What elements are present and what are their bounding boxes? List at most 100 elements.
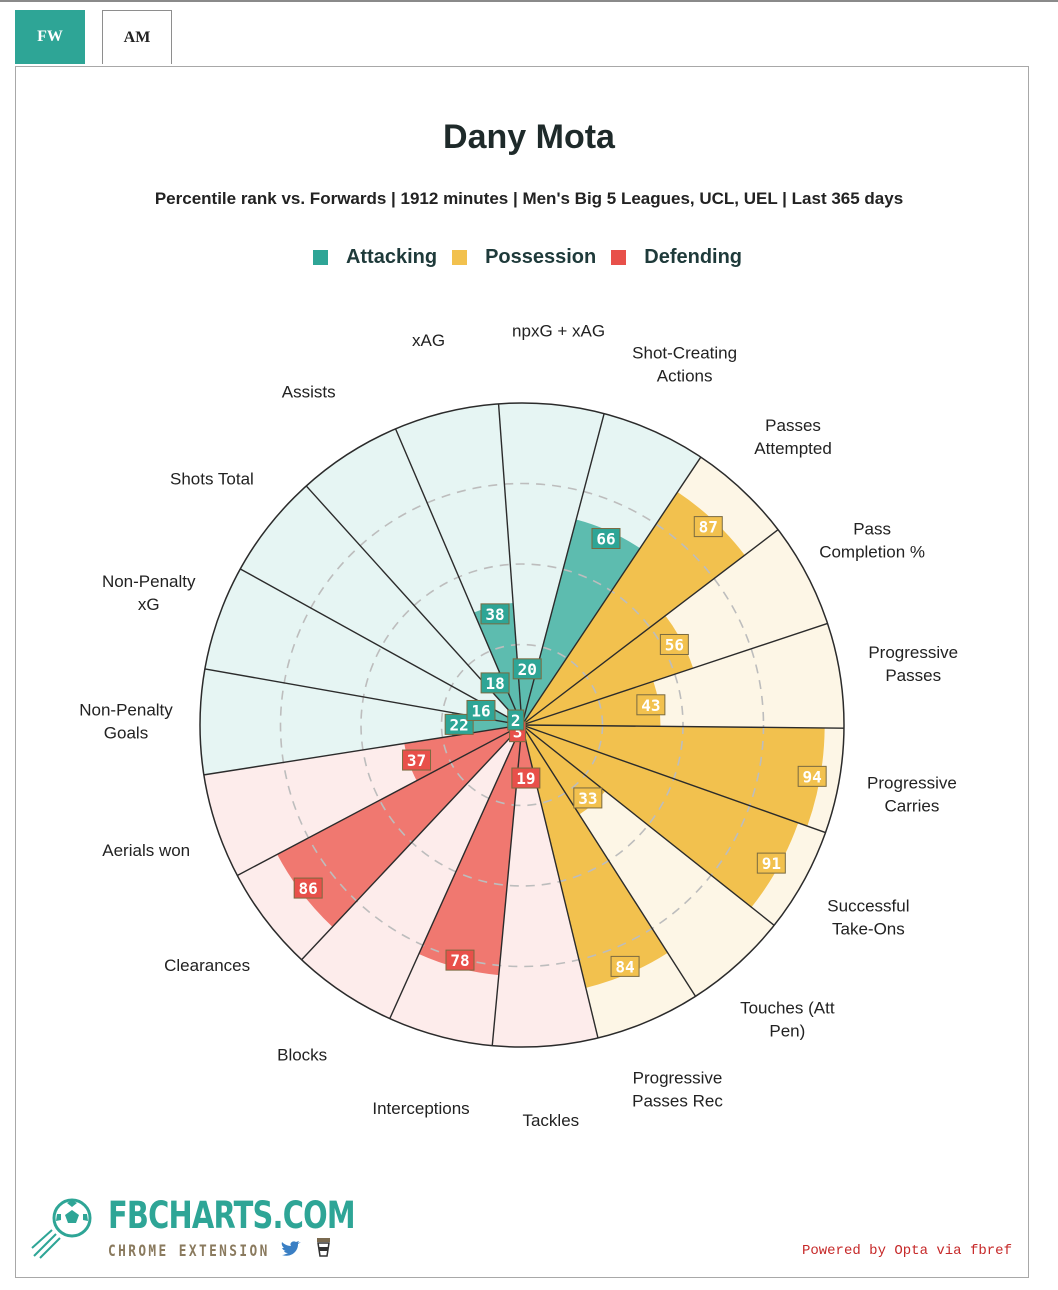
sector-bg [306, 428, 522, 725]
value-badge: 2 [507, 709, 525, 731]
twitter-icon[interactable] [280, 1240, 306, 1260]
stat-label: Pass Completion % [819, 519, 925, 561]
value-badge-text: 3 [513, 723, 523, 742]
coffee-cup-icon[interactable] [315, 1236, 333, 1258]
grid-rings [199, 402, 845, 1048]
bar-defending [418, 725, 522, 976]
value-badge: 91 [756, 852, 786, 874]
stat-label: Non-Penalty Goals [79, 701, 173, 743]
value-badge-text: 91 [762, 854, 781, 873]
value-badge-text: 2 [511, 711, 521, 730]
legend-swatch-possession [452, 250, 468, 265]
legend-item-defending: Defending [611, 246, 742, 269]
value-badge-box [444, 713, 474, 735]
bar-possession [522, 725, 825, 827]
value-badge: 38 [480, 603, 510, 625]
bar-attacking [473, 602, 522, 725]
stat-label: Progressive Carries [867, 774, 957, 816]
value-badge-box [512, 658, 542, 680]
value-badge: 84 [610, 955, 640, 977]
value-badge-box [466, 699, 496, 721]
value-badge-text: 86 [299, 879, 318, 898]
value-badge-text: 43 [641, 696, 660, 715]
value-badge-text: 56 [665, 635, 684, 654]
sector-bg [301, 725, 522, 1019]
bar-possession [522, 725, 668, 988]
sector-divider [389, 724, 523, 1019]
sector-divider [301, 724, 523, 961]
grid-ring [360, 563, 684, 887]
value-badge-text: 84 [615, 957, 634, 976]
value-badge: 87 [693, 516, 723, 538]
value-badge-box [797, 765, 827, 787]
value-badge: 22 [444, 713, 474, 735]
value-badge: 16 [466, 699, 496, 721]
top-divider [0, 0, 1058, 2]
value-badge-box [573, 787, 603, 809]
fbcharts-logo[interactable]: FBCHARTS.COM CHROME EXTENSION [30, 1188, 356, 1268]
grid-ring [279, 482, 765, 968]
legend-item-possession: Possession [452, 246, 596, 269]
value-badge: 56 [659, 633, 689, 655]
value-badge-text: 22 [450, 715, 469, 734]
stat-label: Successful Take-Ons [827, 896, 909, 938]
value-badge: 66 [591, 528, 621, 550]
stat-label: Touches (Att Pen) [740, 998, 835, 1040]
tab-am[interactable]: AM [102, 10, 172, 64]
legend-swatch-defending [611, 250, 627, 265]
stat-label: xAG [412, 331, 445, 350]
stat-label: Progressive Passes [868, 643, 958, 685]
value-badge-text: 33 [578, 789, 597, 808]
value-badge-box [636, 694, 666, 716]
bar-defending [277, 725, 522, 927]
sector-divider [521, 724, 697, 997]
soccer-ball-icon [31, 1198, 92, 1259]
sector-divider [521, 724, 844, 729]
value-badge: 20 [512, 658, 542, 680]
value-badge-text: 20 [518, 660, 537, 679]
sector-divider [521, 724, 826, 834]
value-badge-box [293, 877, 323, 899]
bar-possession [522, 725, 799, 908]
stat-label: Aerials won [102, 841, 190, 860]
stat-label: Tackles [522, 1111, 579, 1130]
value-badge-text: 16 [471, 701, 490, 720]
value-badge-text: 87 [699, 518, 718, 537]
legend-label-attacking: Attacking [345, 246, 438, 268]
value-badge: 19 [511, 767, 541, 789]
value-badge: 86 [293, 877, 323, 899]
legend-label-possession: Possession [485, 246, 597, 268]
legend-label-defending: Defending [644, 246, 743, 268]
sector-divider [521, 529, 779, 726]
stat-label: Clearances [164, 956, 250, 975]
sector-bg [204, 568, 522, 725]
sector-divider [521, 724, 775, 926]
sector-divider [239, 568, 523, 726]
value-badge: 33 [573, 787, 603, 809]
powered-by-text: Powered by Opta via fbref [801, 1243, 1012, 1259]
value-badge-box [507, 709, 525, 731]
value-badge: 78 [445, 949, 475, 971]
value-badge-text: 18 [485, 674, 504, 693]
logo-wordmark: FBCHARTS.COM [108, 1194, 356, 1237]
sector-divider [521, 456, 702, 726]
stat-label: Interceptions [372, 1099, 469, 1118]
stat-label: Shots Total [170, 470, 254, 489]
chart-subtitle: Percentile rank vs. Forwards | 1912 minu… [154, 189, 904, 208]
value-badge: 37 [402, 749, 432, 771]
tab-fw[interactable]: FW [15, 10, 85, 64]
value-badge-box [610, 955, 640, 977]
value-badge-box [511, 767, 541, 789]
value-badge-text: 78 [450, 951, 469, 970]
sector-bg [240, 485, 522, 725]
legend: Attacking Possession Defending [0, 246, 1058, 269]
legend-item-attacking: Attacking [312, 246, 438, 269]
legend-swatch-attacking [312, 250, 328, 265]
value-badge: 43 [636, 694, 666, 716]
value-badge-box [591, 528, 621, 550]
stat-label: Passes Attempted [754, 416, 832, 458]
value-badge-text: 66 [596, 530, 615, 549]
outer-ring [199, 402, 845, 1048]
